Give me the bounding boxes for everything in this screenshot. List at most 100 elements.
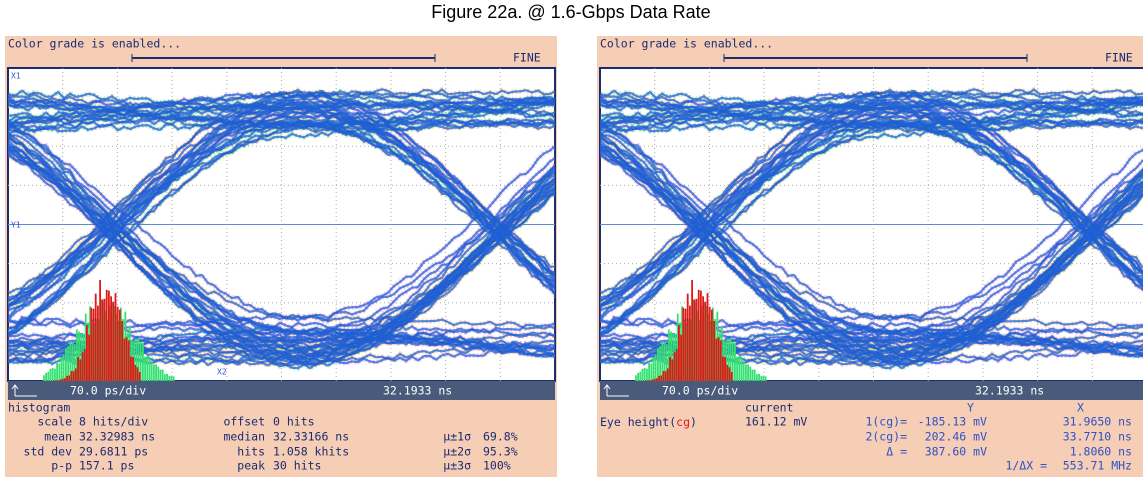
trace	[600, 144, 1143, 354]
trace	[600, 90, 1143, 129]
histogram-bar	[696, 310, 699, 381]
readout-label: std dev	[24, 445, 73, 459]
histogram-bar	[701, 306, 703, 381]
histogram-bar	[135, 338, 138, 381]
histogram-bar	[57, 380, 60, 381]
histogram-bar	[112, 301, 115, 381]
histogram-bar	[110, 296, 112, 381]
trace	[8, 101, 555, 310]
histogram-bar	[164, 374, 166, 381]
histogram-bar	[664, 371, 667, 381]
trace	[600, 97, 1143, 321]
histogram-bar	[731, 341, 734, 381]
trace	[600, 151, 1143, 360]
histogram-bar	[131, 339, 133, 381]
histogram-bar	[97, 305, 99, 381]
readout-label: µ±2σ	[443, 445, 471, 459]
readout-label: µ±3σ	[443, 459, 471, 473]
trace	[8, 97, 555, 321]
status-message: Color grade is enabled...	[8, 37, 181, 51]
histogram-bar	[153, 364, 155, 381]
histogram-bar	[166, 373, 168, 381]
histogram-bar	[734, 343, 736, 381]
histogram-bar	[146, 355, 149, 381]
histogram-bar	[92, 308, 95, 381]
measurement-label-part: cg	[676, 415, 690, 429]
histogram-bar	[747, 364, 749, 381]
histogram-bar	[98, 319, 100, 381]
histogram-bar	[722, 356, 724, 381]
histogram-bar	[60, 356, 63, 381]
histogram-bar	[740, 356, 743, 381]
histogram-bar	[61, 378, 64, 381]
histogram-bar	[702, 296, 704, 381]
trace	[600, 96, 1143, 110]
scroll-icon	[603, 384, 629, 397]
histogram-bar	[114, 293, 117, 381]
readout-label: p-p	[51, 459, 72, 473]
histogram-bar	[693, 299, 696, 381]
trace	[8, 119, 555, 337]
histogram-bar	[672, 333, 675, 381]
histogram-bar	[125, 337, 128, 381]
histogram-bar	[80, 333, 83, 381]
histogram-bar	[736, 356, 738, 381]
readout-heading: current	[745, 401, 793, 415]
histogram-bar	[662, 370, 665, 381]
readout-value: 69.8%	[483, 430, 518, 444]
histogram-bar	[673, 352, 676, 381]
histogram-bar	[75, 368, 77, 381]
histogram-bar	[697, 289, 700, 381]
trace	[600, 92, 1143, 274]
cursor-marker: X2	[217, 368, 227, 377]
histogram-bar	[45, 372, 47, 381]
histogram-bar	[695, 298, 698, 381]
histogram-bar	[668, 329, 670, 381]
readout-value: 0 hits	[273, 415, 315, 429]
histogram-bar	[55, 380, 57, 381]
cursor-x: 31.9650 ns	[1063, 415, 1132, 429]
histogram-bar	[71, 342, 74, 381]
histogram-bar	[652, 356, 655, 381]
histogram-bar	[659, 346, 661, 381]
readout-value: 8 hits/div	[79, 415, 148, 429]
histogram-bar	[87, 322, 89, 381]
histogram-bar	[54, 368, 56, 381]
histogram-bar	[82, 333, 85, 381]
histogram-bar	[714, 319, 716, 381]
histogram-bar	[679, 322, 681, 381]
histogram-bar	[133, 341, 135, 381]
histogram-bar	[115, 313, 118, 381]
histogram-bar	[670, 331, 672, 381]
readout-value: 100%	[483, 459, 511, 473]
histogram-bar	[694, 301, 697, 381]
status-bar-bg	[8, 381, 555, 400]
histogram-bar	[643, 367, 646, 381]
histogram-bar	[111, 303, 113, 381]
histogram-bar	[678, 325, 680, 381]
measurement-label: Eye height(cg)	[600, 415, 697, 429]
position: 32.1933 ns	[975, 384, 1044, 398]
histogram-bar	[725, 341, 727, 381]
trace	[8, 102, 555, 319]
histogram-bar	[742, 363, 745, 381]
histogram-bar	[139, 341, 142, 381]
histogram-bar	[83, 348, 86, 381]
histogram-bar	[47, 371, 50, 381]
readout-value: 157.1 ps	[79, 459, 134, 473]
histogram-bar	[675, 348, 678, 381]
trace	[8, 151, 555, 360]
column-heading: Y	[967, 401, 974, 415]
trace	[600, 119, 1143, 337]
histogram-bar	[751, 369, 754, 381]
histogram-bar	[647, 380, 649, 381]
histogram-bar	[685, 324, 688, 381]
trace	[8, 99, 555, 135]
histogram-bar	[148, 356, 151, 381]
histogram-bar	[671, 359, 674, 381]
timebase: 70.0 ps/div	[70, 384, 146, 398]
histogram-bar	[126, 332, 129, 381]
histogram-bar	[724, 356, 726, 381]
histogram-bar	[687, 319, 690, 381]
